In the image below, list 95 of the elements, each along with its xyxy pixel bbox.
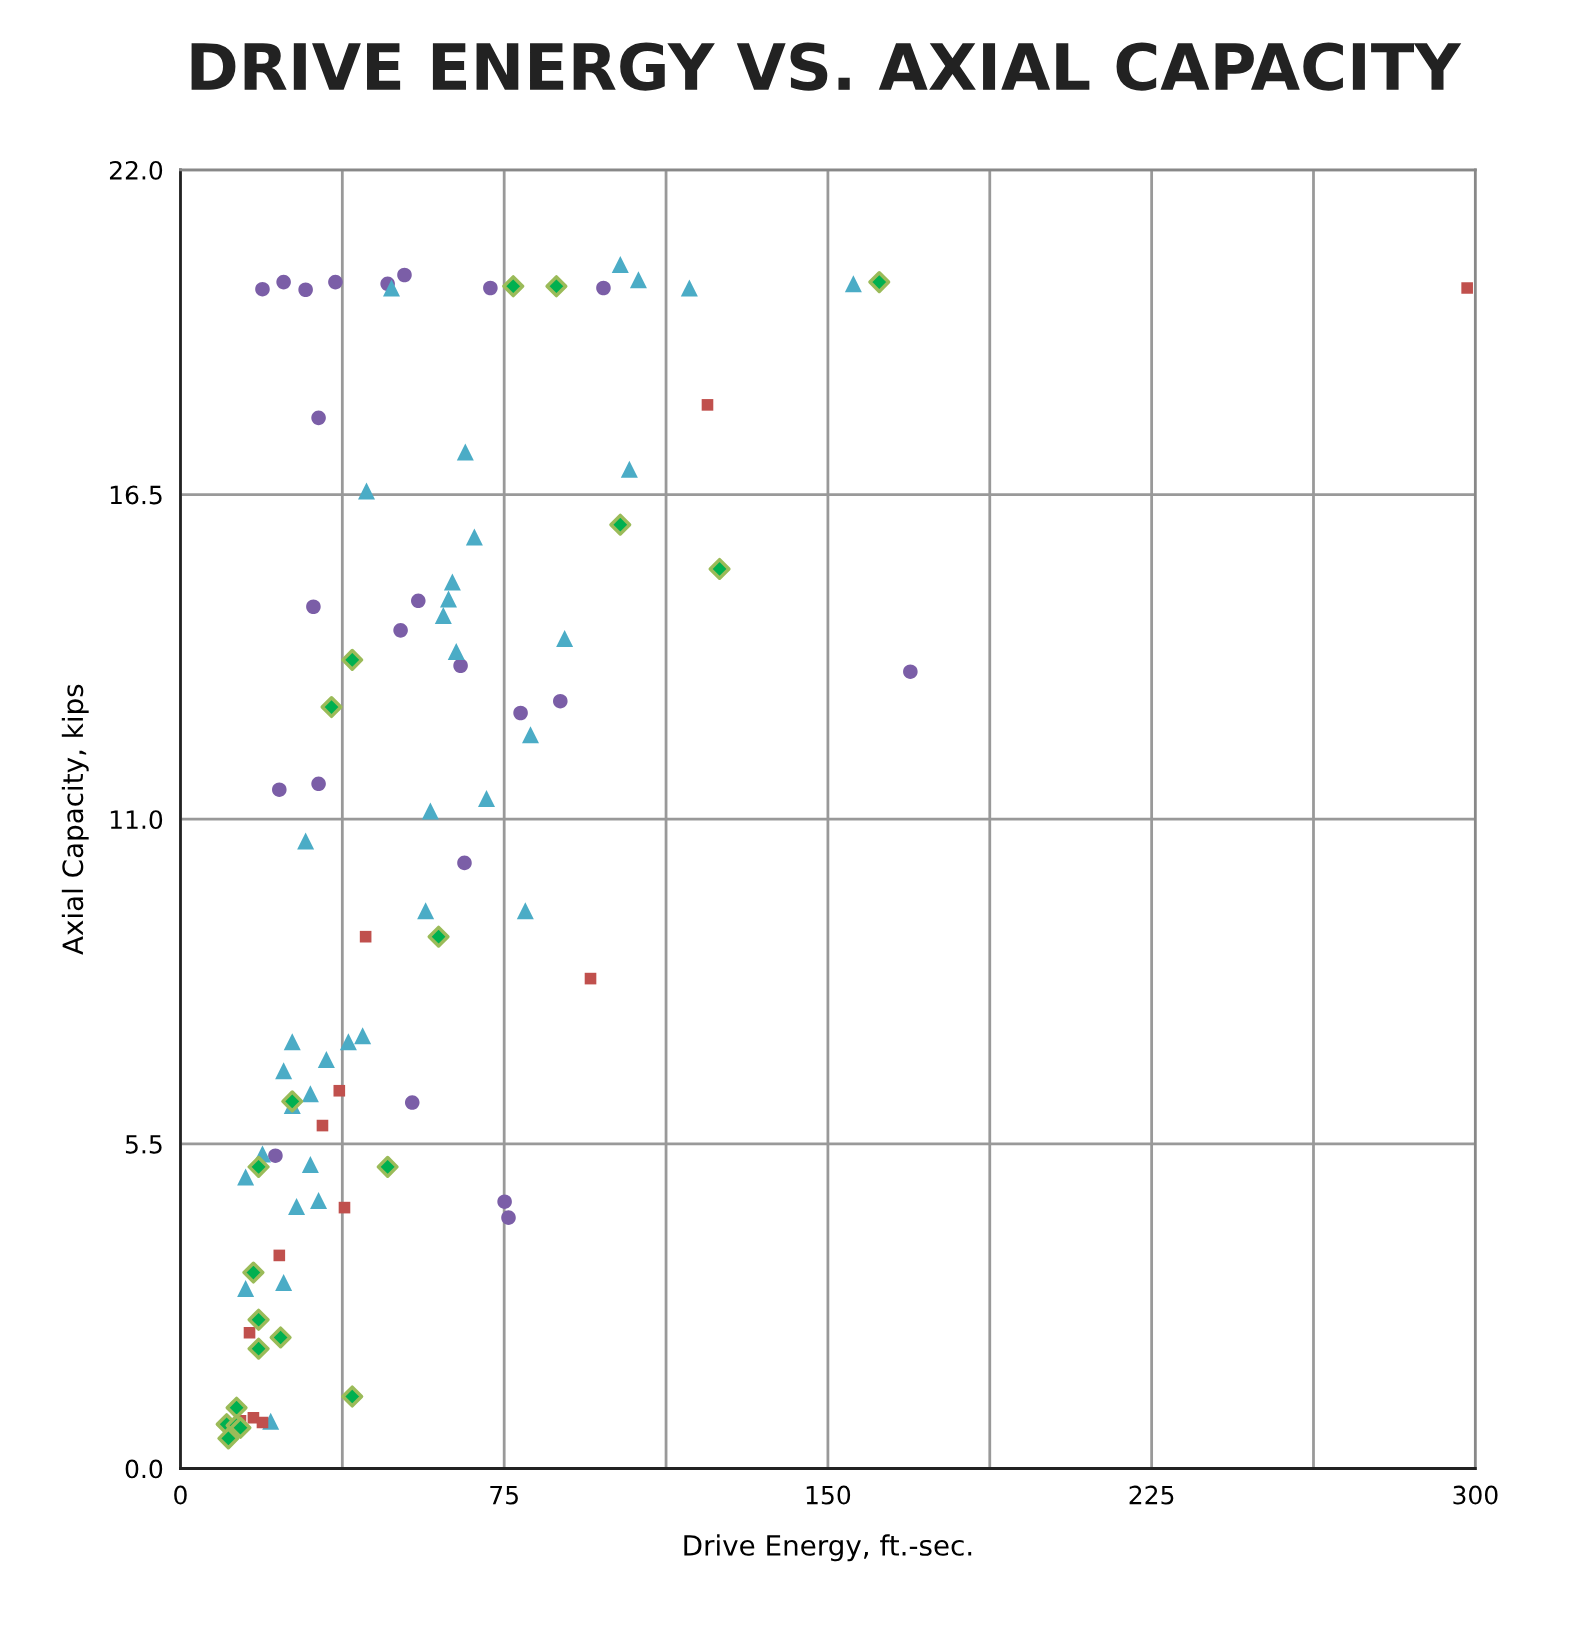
point <box>421 802 439 820</box>
point <box>434 607 452 625</box>
point <box>217 1427 240 1450</box>
point <box>584 972 597 985</box>
point <box>354 1027 372 1045</box>
point <box>383 279 401 297</box>
point <box>701 399 714 411</box>
point <box>868 271 891 294</box>
x-tick-label: 225 <box>1129 1485 1174 1505</box>
point <box>903 664 918 679</box>
point <box>680 279 698 297</box>
point <box>311 410 326 426</box>
point <box>297 832 315 850</box>
point <box>275 1274 293 1292</box>
point <box>255 281 270 297</box>
point <box>272 782 287 797</box>
point <box>596 280 611 296</box>
point <box>417 902 435 920</box>
point <box>708 557 731 581</box>
x-tick-label: 75 <box>490 1485 518 1505</box>
point <box>502 275 525 298</box>
point <box>225 1396 248 1419</box>
point <box>1461 282 1473 294</box>
point <box>376 1155 399 1178</box>
y-tick-label: 22.0 <box>109 160 163 180</box>
chart-title: DRIVE ENERGY VS. AXIAL CAPACITY <box>191 42 1462 91</box>
point <box>411 593 426 609</box>
point <box>465 528 483 546</box>
point <box>247 1155 270 1178</box>
point <box>273 1249 286 1262</box>
point <box>440 590 458 608</box>
point <box>456 443 474 461</box>
point <box>447 643 465 661</box>
point <box>288 1197 306 1215</box>
point <box>237 1279 255 1297</box>
point <box>242 1261 265 1284</box>
point <box>339 1033 357 1051</box>
x-tick-label: 150 <box>806 1485 851 1505</box>
point <box>341 648 364 671</box>
point <box>501 1210 516 1225</box>
y-tick-label: 0.0 <box>125 1459 163 1479</box>
point <box>357 482 375 500</box>
point <box>306 599 321 615</box>
point <box>333 1084 346 1097</box>
x-axis-title: Drive Energy, ft.-sec. <box>684 1534 972 1562</box>
point <box>609 513 632 536</box>
y-tick-label: 16.5 <box>110 485 162 505</box>
point <box>404 1095 420 1110</box>
point <box>522 726 540 744</box>
point <box>316 1119 329 1132</box>
point <box>275 1062 293 1080</box>
point <box>301 1085 319 1103</box>
point <box>269 1326 292 1349</box>
point <box>393 623 408 638</box>
point <box>611 255 629 273</box>
point <box>310 1192 328 1210</box>
y-tick-label: 5.5 <box>125 1135 162 1154</box>
point <box>268 1148 283 1163</box>
point <box>317 1050 335 1068</box>
point <box>556 630 574 648</box>
point <box>328 274 343 290</box>
point <box>553 693 568 709</box>
point <box>545 275 568 298</box>
point <box>844 275 862 293</box>
point <box>427 925 450 948</box>
y-tick-label: 11.0 <box>110 810 163 830</box>
point <box>338 1201 351 1214</box>
point <box>397 267 412 283</box>
point <box>483 280 498 296</box>
point <box>247 1308 270 1331</box>
y-axis-title: Axial Capacity, kips <box>61 684 89 955</box>
point <box>443 573 461 591</box>
point <box>256 1416 269 1429</box>
point <box>477 790 495 808</box>
point <box>311 776 326 792</box>
point <box>320 696 343 719</box>
point <box>497 1194 512 1209</box>
x-tick-label: 0 <box>174 1485 187 1505</box>
point <box>453 658 468 674</box>
point <box>298 282 313 298</box>
point <box>457 855 472 871</box>
point <box>276 274 291 290</box>
point <box>513 705 528 721</box>
point <box>341 1385 364 1408</box>
point <box>283 1033 301 1051</box>
point <box>516 902 534 920</box>
point <box>620 460 638 478</box>
point <box>301 1156 319 1174</box>
point <box>237 1168 255 1186</box>
point <box>281 1090 304 1113</box>
point <box>243 1326 256 1339</box>
x-tick-label: 300 <box>1453 1485 1498 1505</box>
point <box>629 271 647 289</box>
point <box>359 930 372 943</box>
point <box>247 1337 270 1360</box>
